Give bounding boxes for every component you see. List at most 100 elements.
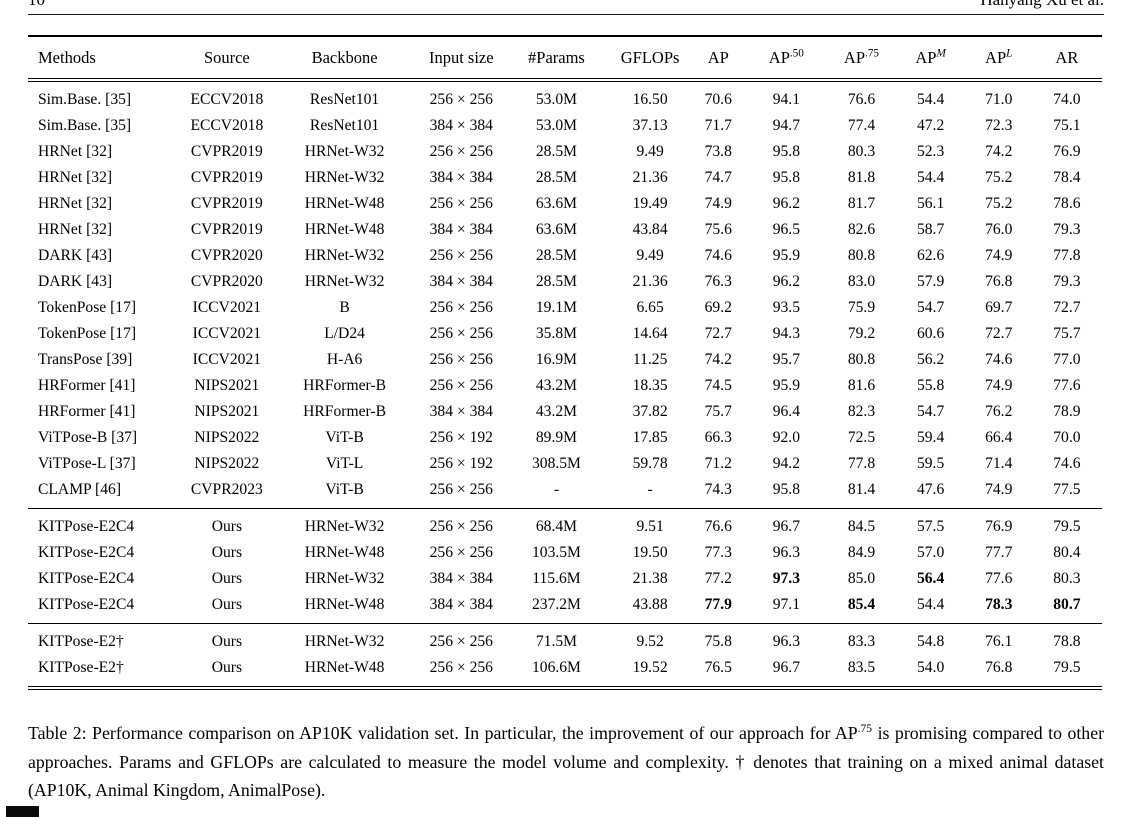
table-cell: DARK [43] — [38, 273, 113, 290]
table-cell: NIPS2022 — [194, 455, 260, 472]
table-row: KITPose-E2C4 Ours HRNet-W48 384 × 384 237.2M… — [28, 592, 1102, 624]
table-cell: 95.8 — [772, 143, 800, 160]
table-row: HRNet [32] CVPR2019 HRNet-W48 384 × 384 63.6… — [28, 217, 1102, 243]
table-cell: 384 × 384 — [429, 221, 493, 238]
table-row: KITPose-E2C4 Ours HRNet-W32 256 × 256 68.4M 9… — [28, 509, 1102, 541]
table-cell: 54.8 — [916, 633, 945, 650]
table-cell: 81.7 — [847, 195, 876, 212]
table-cell: 54.7 — [916, 403, 945, 420]
table-cell: 37.13 — [632, 117, 668, 134]
table-cell: 74.6 — [704, 247, 732, 264]
table-cell: 75.2 — [985, 195, 1013, 212]
table-cell: CVPR2019 — [190, 195, 263, 212]
table-cell: NIPS2022 — [194, 429, 260, 446]
table-cell: 16.50 — [632, 91, 668, 108]
column-header: APM — [915, 47, 946, 67]
table-cell: - — [647, 481, 653, 498]
table-row: TokenPose [17] ICCV2021 L/D24 256 × 256 35.8… — [28, 321, 1102, 347]
table-cell: 43.84 — [632, 221, 668, 238]
column-header-superscript: L — [1006, 47, 1013, 60]
table-cell: 73.8 — [704, 143, 732, 160]
table-cell: 69.2 — [704, 299, 732, 316]
table-cell: 54.4 — [916, 169, 945, 186]
table-cell: 9.51 — [636, 518, 664, 535]
table-cell: 72.7 — [1053, 299, 1081, 316]
table-cell: 35.8M — [535, 325, 578, 342]
table-cell: 43.88 — [632, 596, 668, 613]
table-cell: 58.7 — [916, 221, 945, 238]
table-cell: ECCV2018 — [190, 91, 264, 108]
table-cell: 256 × 192 — [429, 455, 493, 472]
table-cell: 72.7 — [985, 325, 1013, 342]
table-cell: 81.8 — [847, 169, 876, 186]
table-cell: KITPose-E2C4 — [38, 544, 135, 561]
table-cell: 95.9 — [772, 247, 800, 264]
table-cell: KITPose-E2† — [38, 633, 124, 650]
table-cell: 72.3 — [985, 117, 1013, 134]
table-cell: 75.9 — [847, 299, 876, 316]
table-cell: 19.1M — [535, 299, 578, 316]
table-cell: 89.9M — [535, 429, 578, 446]
column-header: AP.75 — [843, 47, 880, 67]
table-cell: 106.6M — [531, 659, 581, 676]
table-cell: 96.7 — [772, 659, 800, 676]
table-cell: 79.5 — [1053, 518, 1081, 535]
table-cell: 55.8 — [916, 377, 945, 394]
table-cell: 11.25 — [632, 351, 668, 368]
table-cell: 256 × 256 — [429, 544, 493, 561]
table-cell: 76.6 — [847, 91, 876, 108]
column-header: Backbone — [311, 48, 378, 67]
table-cell: 54.4 — [916, 91, 945, 108]
table-cell: 256 × 256 — [429, 143, 493, 160]
table-cell: 59.5 — [916, 455, 945, 472]
table-cell: HRNet [32] — [38, 169, 113, 186]
table-cell: 96.7 — [772, 518, 800, 535]
table-cell: 81.6 — [847, 377, 876, 394]
table-cell: Ours — [211, 570, 243, 587]
table-cell: 76.0 — [985, 221, 1013, 238]
table-cell: 77.8 — [847, 455, 876, 472]
table-cell: H-A6 — [326, 351, 363, 368]
table-cell: 63.6M — [535, 195, 578, 212]
table-cell: HRNet-W48 — [304, 659, 385, 676]
table-cell: 82.6 — [847, 221, 876, 238]
table-cell: 95.7 — [772, 351, 800, 368]
table-cell: 96.2 — [772, 195, 800, 212]
table-cell: KITPose-E2C4 — [38, 518, 135, 535]
table-cell: 16.9M — [535, 351, 578, 368]
table-cell: 28.5M — [535, 247, 578, 264]
column-header: Methods — [38, 48, 96, 67]
table-cell: 57.0 — [916, 544, 945, 561]
table-cell: TransPose [39] — [38, 351, 133, 368]
table-cell: 84.9 — [847, 544, 876, 561]
table-cell: HRNet-W32 — [304, 570, 385, 587]
table-cell: 256 × 256 — [429, 633, 493, 650]
table-cell: 256 × 256 — [429, 247, 493, 264]
table-cell: HRNet [32] — [38, 221, 113, 238]
table-cell: 80.3 — [1053, 570, 1081, 587]
table-cell: 80.3 — [847, 143, 876, 160]
table-cell: HRNet-W48 — [304, 221, 385, 238]
table-cell: HRNet-W32 — [304, 633, 385, 650]
table-cell: L/D24 — [324, 325, 365, 342]
table-cell: ICCV2021 — [192, 299, 262, 316]
table-cell: HRNet-W48 — [304, 544, 385, 561]
table-cell: 80.8 — [847, 351, 876, 368]
table-cell: 74.0 — [1053, 91, 1081, 108]
table-cell: 74.6 — [1053, 455, 1081, 472]
table-cell: 384 × 384 — [429, 596, 493, 613]
table-cell: 95.8 — [772, 481, 800, 498]
table-cell: 77.4 — [847, 117, 876, 134]
table-cell: 96.2 — [772, 273, 800, 290]
table-cell: 77.6 — [1053, 377, 1081, 394]
table-cell: 57.9 — [916, 273, 945, 290]
table-cell: 76.2 — [985, 403, 1013, 420]
table-cell: 9.49 — [636, 247, 664, 264]
caption-superscript: .75 — [857, 722, 873, 736]
table-cell: 14.64 — [632, 325, 668, 342]
table-cell: 94.1 — [772, 91, 800, 108]
column-header: Input size — [428, 48, 494, 67]
table-cell: 83.5 — [847, 659, 876, 676]
table-cell: 115.6M — [532, 570, 581, 587]
table-cell: 28.5M — [535, 169, 578, 186]
